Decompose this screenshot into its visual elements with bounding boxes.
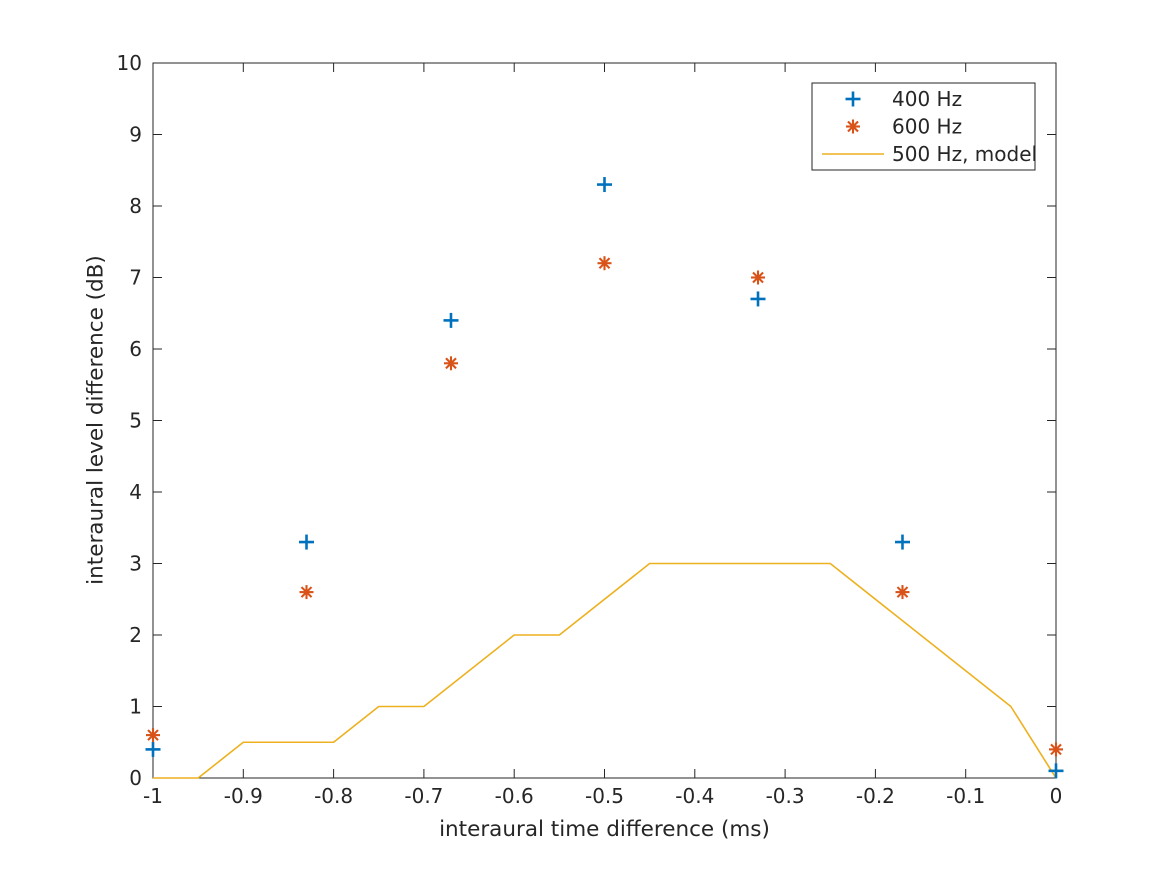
legend-label: 500 Hz, model (892, 142, 1037, 166)
legend-item-500-hz-model: 500 Hz, model (822, 142, 1037, 166)
y-tick-label: 8 (129, 194, 142, 218)
series-400-hz (145, 177, 1064, 779)
y-tick-label: 3 (129, 552, 142, 576)
data-point (895, 585, 910, 600)
legend-label: 400 Hz (892, 87, 962, 111)
x-tick-label: -0.8 (314, 784, 353, 808)
y-tick-label: 9 (129, 123, 142, 147)
data-point (443, 356, 458, 371)
x-tick-label: -0.2 (856, 784, 895, 808)
data-point (145, 741, 161, 757)
series-600-hz (146, 256, 1063, 757)
x-tick-label: -1 (143, 784, 163, 808)
x-axis-label: interaural time difference (ms) (439, 817, 770, 842)
x-tick-label: -0.6 (495, 784, 534, 808)
legend-item-600-hz: 600 Hz (846, 115, 962, 139)
y-tick-label: 2 (129, 623, 142, 647)
x-tick-label: -0.9 (224, 784, 263, 808)
y-tick-label: 5 (129, 409, 142, 433)
x-tick-label: -0.5 (585, 784, 624, 808)
x-tick-label: -0.1 (946, 784, 985, 808)
data-point (299, 585, 314, 600)
legend-item-400-hz: 400 Hz (845, 87, 962, 111)
data-point (750, 291, 766, 307)
x-axis-ticks: -1 -0.9 -0.8 -0.7 -0.6 -0.5 -0.4 -0.3 -0.2 -0.1 0 (143, 63, 1062, 808)
data-point (751, 270, 766, 285)
x-tick-label: -0.7 (404, 784, 443, 808)
data-point (146, 728, 160, 743)
data-point (894, 534, 910, 550)
y-tick-label: 10 (117, 51, 142, 75)
data-point (597, 256, 612, 271)
legend-marker-sample (845, 91, 861, 107)
legend-label: 600 Hz (892, 115, 962, 139)
data-point (1049, 742, 1063, 757)
y-tick-label: 4 (129, 480, 142, 504)
y-tick-label: 0 (129, 766, 142, 790)
x-tick-label: -0.4 (675, 784, 714, 808)
x-tick-label: 0 (1050, 784, 1063, 808)
data-point (443, 312, 459, 328)
y-tick-label: 7 (129, 266, 142, 290)
y-axis-label: interaural level difference (dB) (83, 255, 109, 585)
data-point (299, 534, 315, 550)
y-tick-label: 1 (129, 695, 142, 719)
legend-marker-sample (846, 119, 860, 134)
x-tick-label: -0.3 (766, 784, 805, 808)
y-tick-label: 6 (129, 337, 142, 361)
series-500-hz-model (153, 562, 1057, 779)
data-point (1048, 763, 1064, 779)
y-axis-ticks: 0 1 2 3 4 5 6 7 8 9 10 (117, 51, 1056, 790)
legend: 400 Hz 600 Hz 500 Hz, model (811, 82, 1037, 171)
data-point (597, 177, 612, 193)
